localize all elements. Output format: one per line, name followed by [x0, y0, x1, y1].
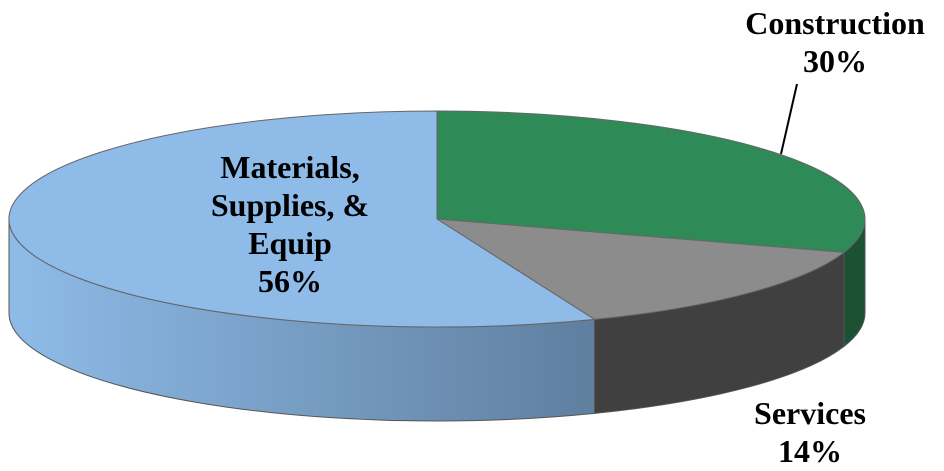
slice-label-services: Services 14%	[700, 394, 920, 470]
slice-percent-construction: 30%	[803, 43, 867, 79]
pie-slice-services	[436, 218, 846, 320]
slice-label-construction: Construction 30%	[720, 4, 944, 80]
slice-name-materials: Materials, Supplies, & Equip	[210, 149, 370, 261]
construction-leader-line	[780, 83, 798, 155]
pie-tops	[8, 110, 866, 328]
slice-label-materials: Materials, Supplies, & Equip 56%	[160, 148, 420, 300]
pie-sides	[8, 218, 866, 422]
slice-name-construction: Construction	[745, 5, 925, 41]
slice-percent-services: 14%	[778, 433, 842, 469]
pie-slice-materials	[8, 110, 597, 328]
pie-slice-construction	[436, 110, 866, 253]
slice-name-services: Services	[754, 395, 866, 431]
slice-percent-materials: 56%	[258, 263, 322, 299]
